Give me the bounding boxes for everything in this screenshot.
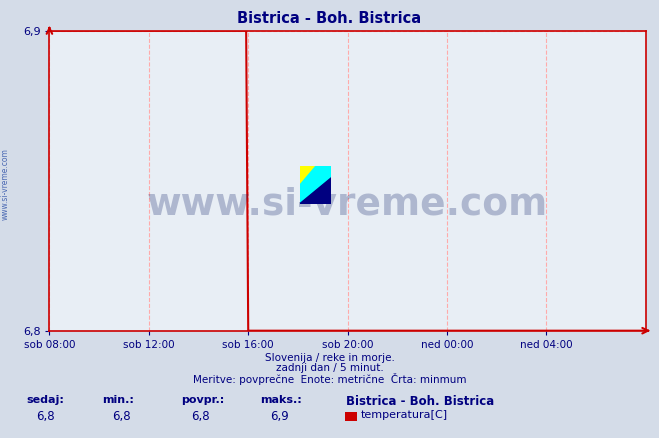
Text: Bistrica - Boh. Bistrica: Bistrica - Boh. Bistrica (237, 11, 422, 26)
Text: www.si-vreme.com: www.si-vreme.com (147, 187, 548, 223)
Text: www.si-vreme.com: www.si-vreme.com (1, 148, 10, 220)
Text: povpr.:: povpr.: (181, 395, 225, 405)
Text: 6,8: 6,8 (36, 410, 55, 423)
Text: 6,8: 6,8 (191, 410, 210, 423)
Text: 6,9: 6,9 (270, 410, 289, 423)
Text: sedaj:: sedaj: (26, 395, 64, 405)
Text: min.:: min.: (102, 395, 134, 405)
Text: Meritve: povprečne  Enote: metrične  Črta: minmum: Meritve: povprečne Enote: metrične Črta:… (192, 373, 467, 385)
Polygon shape (300, 166, 316, 185)
Text: zadnji dan / 5 minut.: zadnji dan / 5 minut. (275, 363, 384, 373)
Polygon shape (300, 178, 331, 204)
Text: maks.:: maks.: (260, 395, 302, 405)
Text: 6,8: 6,8 (112, 410, 130, 423)
Text: Slovenija / reke in morje.: Slovenija / reke in morje. (264, 353, 395, 363)
Text: temperatura[C]: temperatura[C] (360, 410, 447, 420)
Text: Bistrica - Boh. Bistrica: Bistrica - Boh. Bistrica (346, 395, 494, 408)
Polygon shape (300, 166, 331, 204)
